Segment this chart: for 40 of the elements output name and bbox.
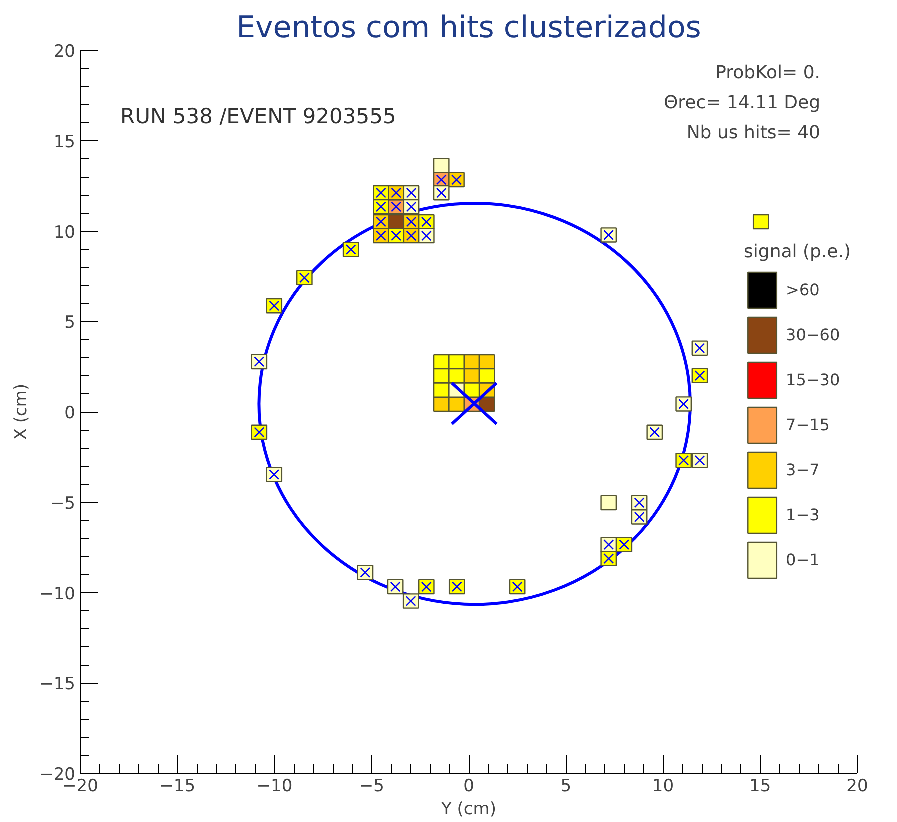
point: [600, 495, 618, 511]
legend-label: 3−7: [786, 460, 820, 479]
x-tick-label: 5: [560, 776, 572, 796]
point: [478, 368, 496, 384]
y-tick-label: 5: [64, 313, 76, 334]
legend-label: 15−30: [786, 370, 840, 389]
chart-title: Eventos com hits clusterizados: [236, 10, 702, 46]
y-tick-label: 15: [54, 132, 76, 152]
x-tick-label: 15: [750, 776, 772, 796]
legend-label: >60: [786, 280, 820, 299]
annotation: Θrec= 14.11 Deg: [664, 92, 821, 114]
legend-title: signal (p.e.): [744, 241, 851, 262]
legend-label: 0−1: [786, 550, 820, 569]
x-tick-label: −5: [359, 776, 384, 796]
point: [752, 214, 770, 230]
legend-label: 30−60: [786, 325, 840, 344]
annotation: RUN 538 /EVENT 9203555: [120, 104, 396, 128]
point: [433, 158, 450, 174]
legend-label: 7−15: [786, 415, 830, 434]
x-tick-label: −10: [256, 776, 293, 796]
annotation: ProbKol= 0.: [716, 62, 821, 84]
point: [448, 354, 465, 370]
y-tick-label: 10: [54, 222, 76, 243]
y-tick-label: −5: [50, 494, 76, 514]
y-tick-label: 0: [64, 404, 76, 424]
x-axis-title: Y (cm): [440, 800, 496, 820]
point: [448, 396, 465, 412]
y-tick-label: −15: [40, 674, 76, 695]
y-tick-label: 20: [54, 42, 76, 62]
point: [448, 368, 465, 384]
y-tick-label: −10: [40, 584, 76, 604]
point: [433, 382, 450, 398]
x-tick-label: 20: [846, 776, 868, 796]
x-tick-label: 0: [464, 776, 474, 796]
x-tick-label: 10: [652, 776, 674, 796]
legend-label: 1−3: [786, 505, 820, 524]
y-axis-title: X (cm): [12, 384, 32, 440]
x-tick-label: −15: [160, 776, 196, 796]
annotation: Nb us hits= 40: [686, 122, 821, 144]
point: [478, 354, 496, 370]
